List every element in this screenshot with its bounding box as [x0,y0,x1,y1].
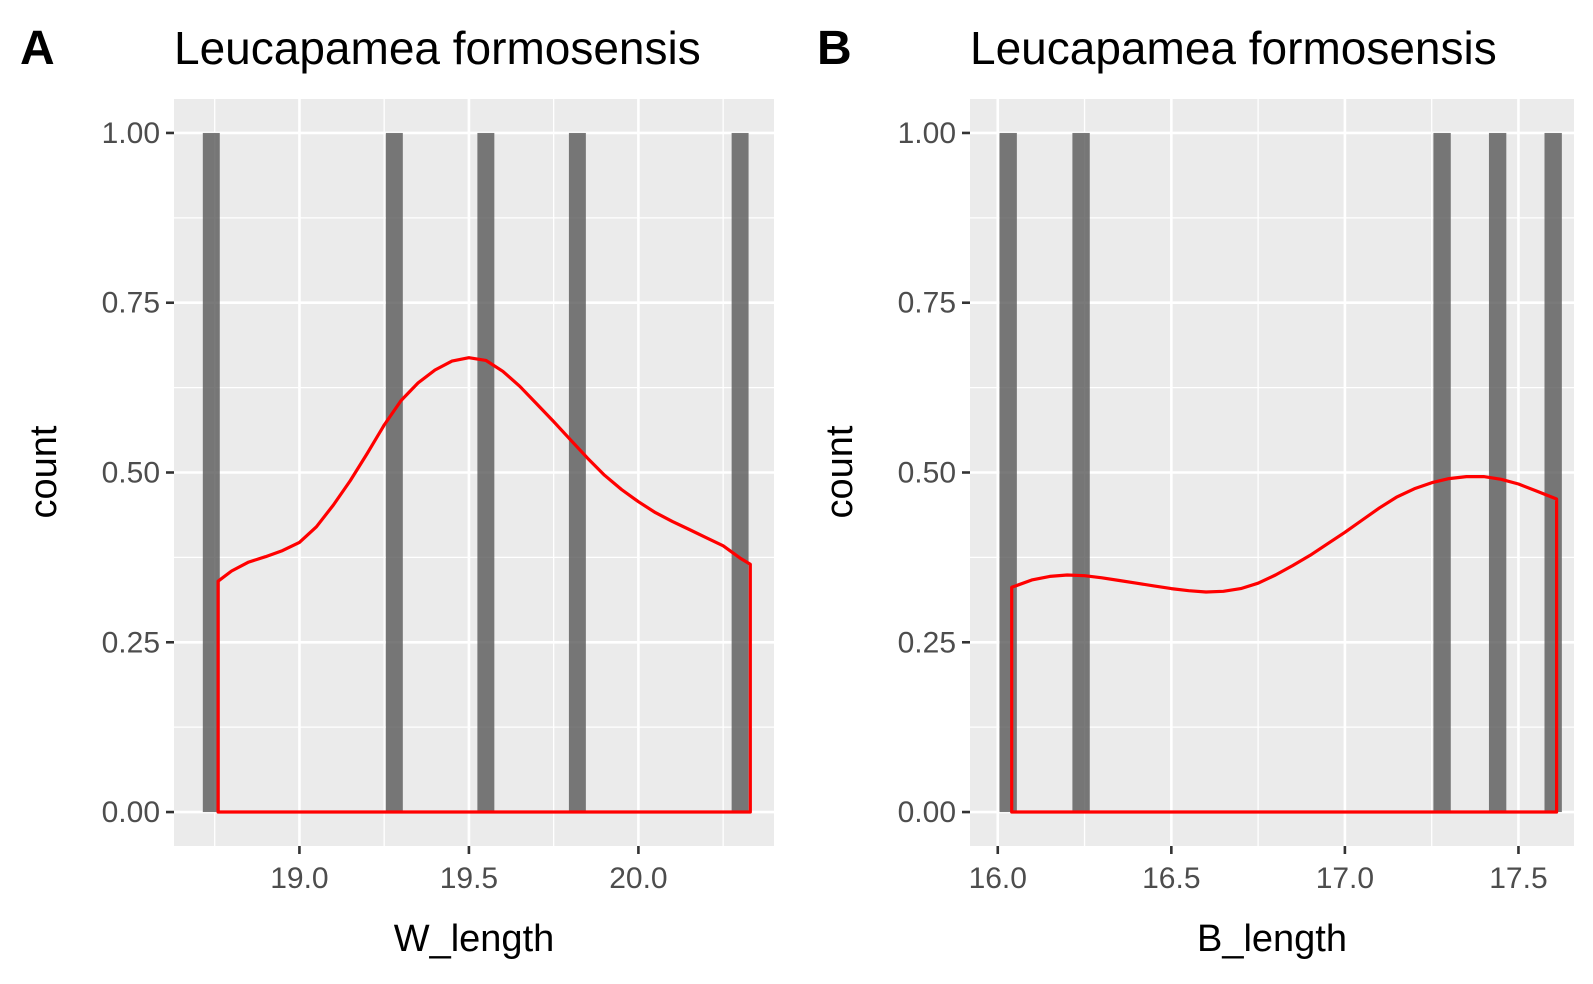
panel-b-histogram-bar-0 [1000,133,1017,812]
panel-a-y-tick-label-2: 0.50 [102,457,160,490]
panel-b-title: Leucapamea formosensis [970,22,1497,74]
panel-b-x-tick-label-3: 17.5 [1489,862,1547,895]
panel-a-histogram-bar-3 [569,133,586,812]
panel-b-y-tick-label-3: 0.75 [898,287,956,320]
panel-a-histogram-bar-1 [386,133,403,812]
panel-b-x-axis-title: B_length [1197,918,1347,960]
panel-a-y-axis-title: count [23,425,65,518]
panel-b-x-tick-label-1: 16.5 [1142,862,1200,895]
panel-b-y-tick-label-1: 0.25 [898,626,956,659]
panel-b-y-tick-label-2: 0.50 [898,457,956,490]
panel-b-histogram-bar-2 [1433,133,1450,812]
panel-a-histogram-bar-2 [477,133,494,812]
panel-a-x-tick-label-2: 20.0 [609,862,667,895]
panel-a-y-tick-label-0: 0.00 [102,796,160,829]
panel-b-y-axis-title: count [819,425,861,518]
panel-a-x-tick-label-1: 19.5 [440,862,498,895]
panel-b-y-tick-label-0: 0.00 [898,796,956,829]
panel-a-title: Leucapamea formosensis [174,22,701,74]
panel-a-y-tick-label-3: 0.75 [102,287,160,320]
panel-b-letter: B [817,22,852,75]
panel-b-y-tick-label-4: 1.00 [898,117,956,150]
panel-b-histogram-bar-3 [1489,133,1506,812]
panel-a-y-tick-label-1: 0.25 [102,626,160,659]
panel-a-x-axis-title: W_length [394,918,555,960]
panel-b-histogram-bar-4 [1544,133,1561,812]
panel-a-x-tick-label-0: 19.0 [270,862,328,895]
panel-b-x-tick-label-2: 17.0 [1316,862,1374,895]
panel-b-x-tick-label-0: 16.0 [969,862,1027,895]
panel-a-letter: A [20,22,55,75]
panel-a-y-tick-label-4: 1.00 [102,117,160,150]
panel-b-histogram-bar-1 [1072,133,1089,812]
panel-b: 0.00 0.25 0.50 0.75 1.00 16.0 16.5 17.0 17.5 B L… [817,22,1574,960]
panel-a-histogram-bar-4 [732,133,749,812]
panel-a: 0.00 0.25 0.50 0.75 1.00 19.0 19.5 20.0 A Leuca… [20,22,774,960]
